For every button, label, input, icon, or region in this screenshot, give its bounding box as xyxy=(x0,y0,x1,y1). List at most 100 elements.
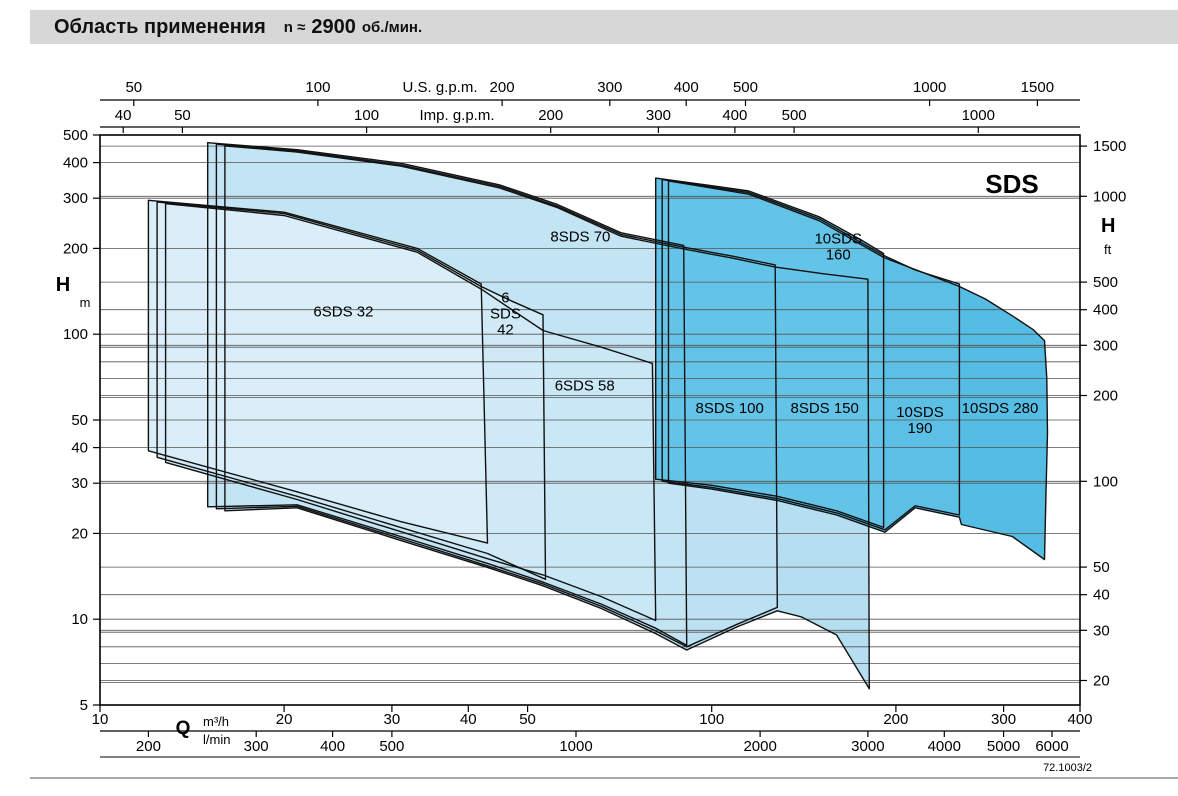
m3h-tick-label: 50 xyxy=(519,711,536,728)
us-tick-label: 100 xyxy=(305,79,330,96)
m3h-tick-label: 300 xyxy=(991,711,1016,728)
region-label-8sds-150: 8SDS 150 xyxy=(790,400,858,417)
lmin-tick-label: 2000 xyxy=(743,738,776,755)
region-outline-10sds-280 xyxy=(667,180,1049,561)
m3h-tick-label: 200 xyxy=(883,711,908,728)
region-outline-6sds-58 xyxy=(164,203,657,622)
y-left-tick-label: 40 xyxy=(71,440,88,457)
us-tick-label: 200 xyxy=(490,79,515,96)
us-axis-title: U.S. g.p.m. xyxy=(402,79,477,96)
y-left-tick-label: 5 xyxy=(80,697,88,714)
imp-tick-label: 100 xyxy=(354,107,379,124)
y-right-tick-label: 1000 xyxy=(1093,188,1126,205)
axis-x-top-us: 50 100 200 300 400 500 1000 1500 U.S. g.p.m. xyxy=(100,79,1080,106)
imp-tick-label: 300 xyxy=(646,107,671,124)
lmin-tick-label: 3000 xyxy=(851,738,884,755)
region-outline-10sds-190 xyxy=(661,178,961,531)
imp-tick-label: 40 xyxy=(115,107,132,124)
lmin-tick-label: 500 xyxy=(379,738,404,755)
lmin-tick-label: 6000 xyxy=(1035,738,1068,755)
y-right-tick-label: 40 xyxy=(1093,587,1110,604)
region-fill-10sds-160 xyxy=(655,178,884,528)
region-outline-6sds-42 xyxy=(156,201,547,580)
region-label-10sds-160: 160 xyxy=(826,247,851,264)
m3h-tick-label: 30 xyxy=(384,711,401,728)
region-label-6sds-42: SDS xyxy=(490,306,521,323)
y-right-tick-label: 300 xyxy=(1093,337,1118,354)
y-left-axis-title: H xyxy=(56,274,70,296)
y-left-axis-unit: m xyxy=(80,295,91,310)
q-unit-lmin: l/min xyxy=(203,732,230,747)
lmin-tick-label: 400 xyxy=(320,738,345,755)
y-right-tick-label: 50 xyxy=(1093,559,1110,576)
imp-tick-label: 50 xyxy=(174,107,191,124)
y-right-tick-label: 100 xyxy=(1093,473,1118,490)
y-right-tick-label: 200 xyxy=(1093,387,1118,404)
axis-x-bottom-lmin: 200 300 400 500 1000 2000 3000 4000 5000 6000 xyxy=(100,730,1080,758)
lmin-tick-label: 300 xyxy=(244,738,269,755)
us-tick-label: 1500 xyxy=(1021,79,1054,96)
lmin-tick-label: 1000 xyxy=(559,738,592,755)
region-outline-8sds-70 xyxy=(207,142,688,646)
region-outlines xyxy=(147,142,1049,690)
y-left-tick-label: 200 xyxy=(63,240,88,257)
drawing-code: 72.1003/2 xyxy=(1043,762,1092,774)
m3h-tick-label: 10 xyxy=(92,711,109,728)
region-label-6sds-58: 6SDS 58 xyxy=(555,378,615,395)
q-unit-m3h: m³/h xyxy=(203,714,229,729)
y-left-tick-label: 500 xyxy=(63,127,88,144)
imp-axis-title: Imp. g.p.m. xyxy=(419,107,494,124)
y-left-tick-label: 300 xyxy=(63,190,88,207)
lmin-tick-label: 200 xyxy=(136,738,161,755)
m3h-tick-label: 400 xyxy=(1067,711,1092,728)
region-outline-10sds-160 xyxy=(655,177,885,529)
y-left-tick-label: 10 xyxy=(71,611,88,628)
m3h-tick-label: 40 xyxy=(460,711,477,728)
y-right-tick-label: 500 xyxy=(1093,274,1118,291)
imp-tick-label: 400 xyxy=(722,107,747,124)
us-tick-label: 1000 xyxy=(913,79,946,96)
y-left-tick-label: 400 xyxy=(63,155,88,172)
axis-x-bottom-m3h: 10 20 30 40 50 100 200 300 400 Q m³/h l/min xyxy=(92,705,1093,747)
lmin-tick-label: 4000 xyxy=(928,738,961,755)
y-left-tick-label: 50 xyxy=(71,412,88,429)
speed-unit: об./мин. xyxy=(361,18,423,36)
header-bar: Область применения n ≈ 2900 об./мин. xyxy=(30,10,1178,44)
axis-y-left: 5 10 20 30 40 50 100 200 300 400 500 Hm xyxy=(56,127,100,714)
lmin-tick-label: 5000 xyxy=(987,738,1020,755)
region-label-6sds-42: 6 xyxy=(501,290,509,307)
region-label-8sds-100: 8SDS 100 xyxy=(695,400,763,417)
region-outline-8sds-100 xyxy=(215,143,778,648)
y-right-tick-label: 20 xyxy=(1093,672,1110,689)
y-right-tick-label: 30 xyxy=(1093,622,1110,639)
y-left-tick-label: 30 xyxy=(71,475,88,492)
region-label-10sds-190: 190 xyxy=(907,420,932,437)
region-outline-8sds-150 xyxy=(224,145,870,690)
region-label-10sds-190: 10SDS xyxy=(896,404,944,421)
us-tick-label: 50 xyxy=(125,79,142,96)
y-right-axis-unit: ft xyxy=(1104,242,1112,257)
speed-value: 2900 xyxy=(311,15,356,38)
speed-prefix: n ≈ xyxy=(283,18,306,36)
us-tick-label: 500 xyxy=(733,79,758,96)
imp-tick-label: 1000 xyxy=(962,107,995,124)
region-label-8sds-70: 8SDS 70 xyxy=(550,229,610,246)
y-right-tick-label: 1500 xyxy=(1093,138,1126,155)
region-fill-6sds-32 xyxy=(148,200,488,544)
chart-title: SDS xyxy=(985,169,1038,199)
y-left-tick-label: 100 xyxy=(63,326,88,343)
us-tick-label: 400 xyxy=(674,79,699,96)
m3h-tick-label: 20 xyxy=(276,711,293,728)
region-label-6sds-42: 42 xyxy=(497,322,514,339)
region-label-10sds-280: 10SDS 280 xyxy=(962,400,1039,417)
us-tick-label: 300 xyxy=(597,79,622,96)
region-label-10sds-160: 10SDS xyxy=(814,231,862,248)
imp-tick-label: 200 xyxy=(538,107,563,124)
axis-x-top-imp: 40 50 100 200 300 400 500 1000 Imp. g.p.m. xyxy=(100,107,1080,133)
axis-y-right: 20 30 40 50 100 200 300 400 500 1000 1500 Hft xyxy=(1080,138,1126,689)
imp-tick-label: 500 xyxy=(782,107,807,124)
y-right-axis-title: H xyxy=(1101,215,1115,237)
